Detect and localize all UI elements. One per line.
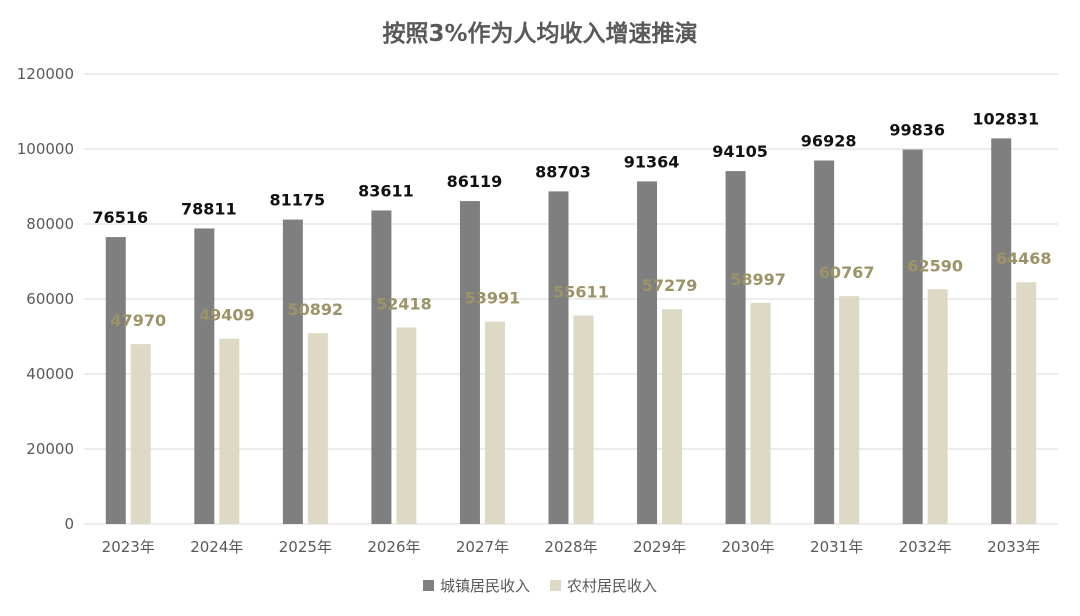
legend: 城镇居民收入 农村居民收入 <box>0 575 1080 596</box>
legend-label-urban: 城镇居民收入 <box>439 577 530 595</box>
y-tick-label: 100000 <box>17 140 74 158</box>
bar-urban <box>282 219 303 524</box>
data-labels: 76516 47970 78811 49409 81175 50892 83611 52418… <box>92 109 1051 330</box>
bar-urban <box>725 171 746 524</box>
data-label-rural: 50892 <box>288 300 344 319</box>
data-label-rural: 62590 <box>907 256 963 275</box>
x-tick-label: 2030年 <box>721 538 774 556</box>
bar-urban <box>194 228 215 525</box>
y-tick-label: 0 <box>64 515 74 533</box>
data-label-rural: 49409 <box>199 306 255 325</box>
data-label-urban: 83611 <box>358 181 414 200</box>
data-label-rural: 53991 <box>465 289 521 308</box>
data-label-urban: 88703 <box>535 162 591 181</box>
data-label-urban: 96928 <box>801 132 857 151</box>
bar-rural <box>130 344 151 524</box>
gridlines <box>84 73 1058 525</box>
data-label-rural: 52418 <box>376 294 432 313</box>
bar-rural <box>1016 282 1037 524</box>
x-axis-ticks: 2023年 2024年 2025年 2026年 2027年 2028年 2029年 2030年… <box>102 538 1041 556</box>
data-label-rural: 60767 <box>819 263 875 282</box>
y-tick-label: 20000 <box>26 440 74 458</box>
bar-rural <box>573 315 594 524</box>
bar-urban <box>902 149 923 525</box>
bar-urban <box>637 181 658 524</box>
bar-urban <box>991 138 1012 525</box>
x-tick-label: 2031年 <box>810 538 863 556</box>
legend-label-rural: 农村居民收入 <box>567 577 658 595</box>
bar-urban <box>814 160 835 524</box>
legend-swatch-rural <box>550 580 561 591</box>
legend-item-urban[interactable]: 城镇居民收入 <box>422 575 530 596</box>
data-label-urban: 76516 <box>92 208 148 227</box>
bars <box>105 138 1037 525</box>
bar-rural <box>307 333 328 524</box>
x-tick-label: 2029年 <box>633 538 686 556</box>
legend-swatch-urban <box>422 580 434 591</box>
data-label-urban: 94105 <box>712 142 768 161</box>
y-tick-label: 120000 <box>17 65 74 83</box>
x-tick-label: 2033年 <box>987 538 1040 556</box>
data-label-urban: 99836 <box>889 121 945 140</box>
data-label-rural: 55611 <box>553 282 609 301</box>
data-label-urban: 81175 <box>270 191 326 210</box>
bar-urban <box>371 210 392 525</box>
bar-urban <box>548 191 569 524</box>
x-tick-label: 2024年 <box>190 538 243 556</box>
data-label-rural: 47970 <box>110 311 166 330</box>
bar-rural <box>927 289 948 524</box>
bar-rural <box>396 327 417 524</box>
x-tick-label: 2026年 <box>367 538 420 556</box>
bar-rural <box>750 302 771 524</box>
bar-rural <box>839 296 860 524</box>
x-tick-label: 2027年 <box>456 538 509 556</box>
x-tick-label: 2023年 <box>102 538 155 556</box>
y-tick-label: 40000 <box>26 365 74 383</box>
data-label-rural: 58997 <box>730 270 786 289</box>
bar-urban <box>105 237 126 524</box>
data-label-rural: 57279 <box>642 276 698 295</box>
chart-title: 按照3%作为人均收入增速推演 <box>382 21 698 47</box>
bar-urban <box>459 201 480 524</box>
y-tick-label: 60000 <box>26 290 74 308</box>
x-tick-label: 2032年 <box>899 538 952 556</box>
data-label-urban: 91364 <box>624 152 680 171</box>
data-label-rural: 64468 <box>996 249 1052 268</box>
data-label-urban: 86119 <box>447 172 503 191</box>
data-label-urban: 78811 <box>181 199 237 218</box>
x-tick-label: 2025年 <box>279 538 332 556</box>
bar-rural <box>219 338 240 524</box>
legend-item-rural[interactable]: 农村居民收入 <box>550 575 657 596</box>
bar-rural <box>662 309 683 524</box>
data-label-urban: 102831 <box>972 109 1039 128</box>
x-tick-label: 2028年 <box>544 538 597 556</box>
y-tick-label: 80000 <box>26 215 74 233</box>
bar-rural <box>484 321 505 524</box>
y-axis-ticks: 0 20000 40000 60000 80000 100000 120000 <box>17 65 74 533</box>
